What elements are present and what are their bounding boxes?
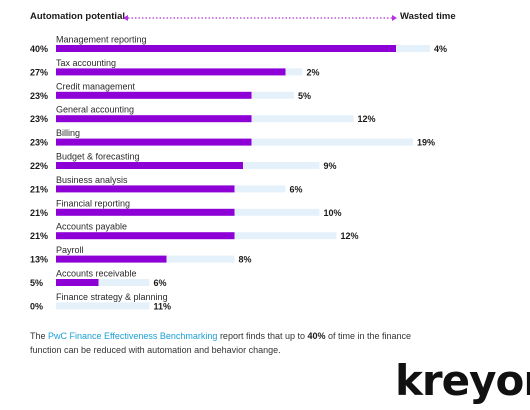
wasted-time-bar <box>396 45 430 52</box>
automation-bar <box>56 91 252 99</box>
footnote-suffix: of time in the finance function can be r… <box>30 331 412 355</box>
category-label: Credit management <box>56 81 136 91</box>
category-label: Billing <box>56 128 80 138</box>
footnote: The PwC Finance Effectiveness Benchmarki… <box>30 329 430 357</box>
automation-bar <box>56 255 167 263</box>
wasted-value-label: 9% <box>324 161 337 171</box>
double-arrow-icon <box>123 15 397 21</box>
wasted-value-label: 2% <box>307 67 320 77</box>
wasted-value-label: 12% <box>341 231 359 241</box>
automation-bar <box>56 68 286 76</box>
automation-value-label: 23% <box>30 138 48 148</box>
footnote-highlight: 40% <box>307 331 326 341</box>
wasted-value-label: 12% <box>358 114 376 124</box>
bar-chart: Management reporting 40% 4% Tax accounting 2… <box>30 35 447 312</box>
category-label: Accounts payable <box>56 222 127 232</box>
wasted-value-label: 19% <box>417 138 435 148</box>
wasted-time-bar <box>234 232 337 240</box>
category-label: Tax accounting <box>56 58 116 68</box>
wasted-value-label: 5% <box>298 91 311 101</box>
wasted-time-label: Wasted time <box>400 11 456 22</box>
automation-value-label: 40% <box>30 44 48 54</box>
wasted-value-label: 11% <box>154 301 172 311</box>
wasted-time-bar <box>251 91 294 99</box>
automation-value-label: 23% <box>30 91 48 101</box>
wasted-value-label: 6% <box>290 184 303 194</box>
wasted-time-bar <box>98 279 150 286</box>
category-label: Management reporting <box>56 35 147 45</box>
wasted-time-bar <box>285 68 303 76</box>
automation-bar <box>56 162 243 169</box>
automation-value-label: 23% <box>30 114 48 124</box>
automation-bar <box>56 208 235 216</box>
automation-bar <box>56 232 235 240</box>
automation-value-label: 13% <box>30 255 48 265</box>
automation-value-label: 27% <box>30 67 48 77</box>
category-label: Payroll <box>56 245 84 255</box>
category-label: General accounting <box>56 105 134 115</box>
automation-bar <box>56 279 99 286</box>
category-label: Business analysis <box>56 175 128 185</box>
automation-bar <box>56 115 252 123</box>
wasted-time-bar <box>234 208 320 216</box>
category-label: Financial reporting <box>56 198 130 208</box>
wasted-time-bar <box>251 115 354 123</box>
footnote-prefix: The <box>30 331 49 341</box>
wasted-value-label: 4% <box>434 44 447 54</box>
automation-value-label: 21% <box>30 208 48 218</box>
wasted-value-label: 8% <box>239 255 252 265</box>
wasted-value-label: 6% <box>154 278 167 288</box>
automation-bar <box>56 185 235 193</box>
automation-potential-label: Automation potential <box>30 11 125 22</box>
report-link[interactable]: PwC Finance Effectiveness Benchmarking <box>48 331 218 341</box>
footnote-middle: report finds that up to <box>217 331 308 341</box>
automation-value-label: 22% <box>30 161 48 171</box>
wasted-time-bar <box>243 162 320 169</box>
automation-value-label: 5% <box>30 278 43 288</box>
wasted-time-bar <box>56 302 150 310</box>
category-label: Budget & forecasting <box>56 152 140 162</box>
wasted-value-label: 10% <box>324 208 342 218</box>
wasted-time-bar <box>234 185 286 193</box>
automation-bar <box>56 45 396 52</box>
kreyon-logo: kreyon <box>395 356 530 405</box>
category-label: Accounts receivable <box>56 269 137 279</box>
category-label: Finance strategy & planning <box>56 292 168 302</box>
automation-bar <box>56 138 252 146</box>
wasted-time-bar <box>251 138 413 146</box>
chart-header: Automation potential Wasted time <box>0 0 530 30</box>
automation-value-label: 0% <box>30 301 43 311</box>
automation-value-label: 21% <box>30 231 48 241</box>
automation-value-label: 21% <box>30 184 48 194</box>
wasted-time-bar <box>166 255 235 263</box>
